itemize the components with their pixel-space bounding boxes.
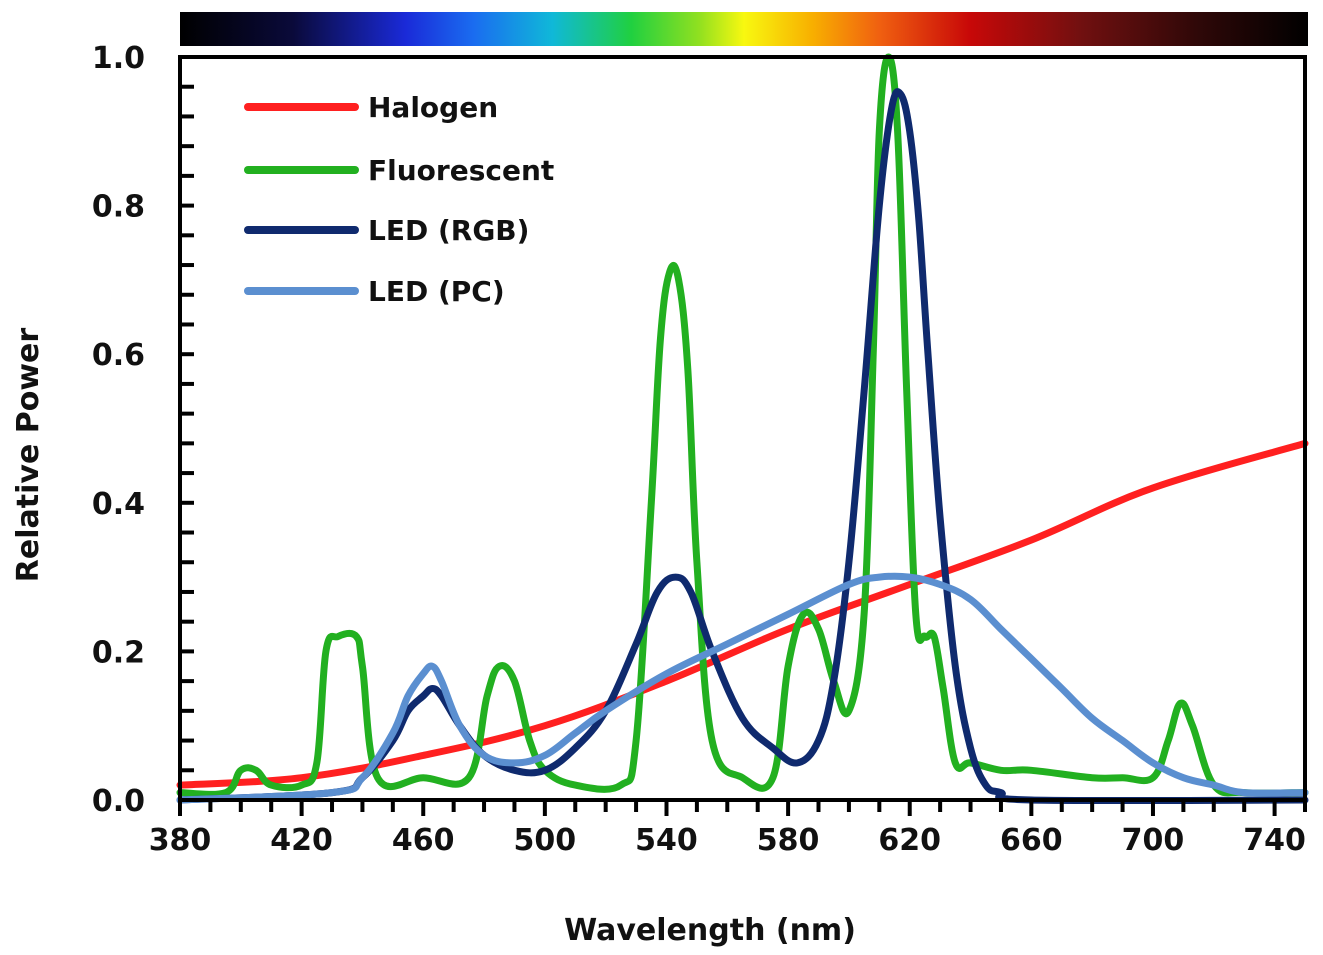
plot-frame [178, 55, 1307, 802]
x-tick-label: 660 [1000, 823, 1063, 858]
y-tick-label: 0.0 [92, 784, 145, 819]
x-tick-label: 540 [635, 823, 698, 858]
x-tick-label: 420 [270, 823, 333, 858]
x-tick-label: 740 [1243, 823, 1306, 858]
series-line-led-rgb [176, 88, 1309, 805]
x-tick-label: 460 [392, 823, 455, 858]
x-tick-label: 700 [1122, 823, 1185, 858]
y-tick-label: 0.4 [92, 487, 145, 522]
y-tick-labels: 0.0 0.2 0.4 0.6 0.8 1.0 [92, 41, 145, 819]
y-minor-ticks [180, 55, 194, 802]
legend-label: Fluorescent [368, 154, 554, 187]
legend: Halogen Fluorescent LED (RGB) LED (PC) [244, 91, 554, 308]
x-tick-label: 380 [149, 823, 212, 858]
x-minor-ticks [178, 800, 1307, 816]
series-line-halogen [176, 439, 1309, 789]
x-tick-labels: 380 420 460 500 540 580 620 660 700 740 [149, 823, 1306, 858]
x-axis-title: Wavelength (nm) [564, 913, 856, 948]
series-line-fluorescent [176, 53, 1309, 798]
series-layer [176, 53, 1309, 805]
y-tick-label: 0.2 [92, 635, 145, 670]
x-tick-label: 620 [878, 823, 941, 858]
y-axis-title: Relative Power [11, 328, 46, 583]
y-tick-label: 0.8 [92, 190, 145, 225]
legend-label: LED (RGB) [368, 214, 529, 247]
x-tick-label: 580 [757, 823, 820, 858]
legend-label: LED (PC) [368, 275, 505, 308]
spectrum-color-bar [180, 12, 1308, 46]
legend-label: Halogen [368, 91, 498, 124]
series-line-led-pc [176, 572, 1309, 804]
y-tick-label: 0.6 [92, 338, 145, 373]
x-tick-label: 500 [514, 823, 577, 858]
y-tick-label: 1.0 [92, 41, 145, 76]
